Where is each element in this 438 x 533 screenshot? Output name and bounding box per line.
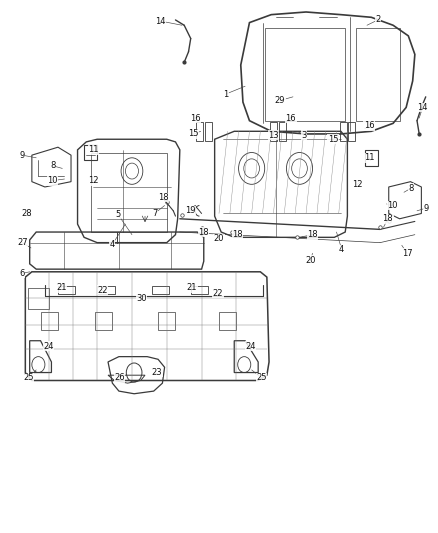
Text: 24: 24 bbox=[245, 342, 256, 351]
Text: 7: 7 bbox=[152, 209, 157, 218]
Text: 3: 3 bbox=[301, 131, 307, 140]
Text: 22: 22 bbox=[213, 288, 223, 297]
Text: 14: 14 bbox=[417, 103, 428, 112]
Bar bbox=[205, 122, 212, 141]
Text: 29: 29 bbox=[275, 96, 285, 105]
Text: 25: 25 bbox=[23, 373, 34, 382]
Text: 25: 25 bbox=[256, 373, 267, 382]
Text: 14: 14 bbox=[155, 17, 166, 26]
Text: 2: 2 bbox=[375, 15, 381, 25]
Text: 21: 21 bbox=[56, 283, 67, 292]
Bar bbox=[270, 122, 277, 141]
Text: 30: 30 bbox=[136, 294, 147, 303]
Text: 10: 10 bbox=[47, 176, 58, 185]
Text: 16: 16 bbox=[364, 122, 374, 131]
Text: 19: 19 bbox=[185, 206, 196, 215]
Text: 18: 18 bbox=[382, 214, 393, 223]
Text: 18: 18 bbox=[158, 193, 169, 202]
Text: 15: 15 bbox=[188, 130, 199, 139]
Text: 18: 18 bbox=[307, 230, 318, 239]
Text: 12: 12 bbox=[88, 176, 99, 185]
Text: 17: 17 bbox=[402, 249, 412, 258]
Text: 1: 1 bbox=[223, 90, 228, 99]
Text: 18: 18 bbox=[198, 228, 209, 237]
Text: 10: 10 bbox=[387, 201, 397, 210]
Text: 8: 8 bbox=[50, 161, 56, 170]
Bar bbox=[348, 122, 355, 141]
Text: 20: 20 bbox=[214, 235, 224, 244]
Text: 9: 9 bbox=[423, 204, 428, 213]
Text: 11: 11 bbox=[88, 146, 99, 155]
Text: 15: 15 bbox=[328, 135, 338, 144]
Text: 21: 21 bbox=[187, 283, 197, 292]
Text: 4: 4 bbox=[110, 240, 115, 249]
Text: 26: 26 bbox=[114, 373, 125, 382]
Text: 16: 16 bbox=[286, 114, 296, 123]
Text: 22: 22 bbox=[97, 286, 108, 295]
Text: 18: 18 bbox=[232, 230, 243, 239]
Bar bbox=[196, 122, 203, 141]
Text: 20: 20 bbox=[305, 256, 316, 265]
Text: 27: 27 bbox=[17, 238, 28, 247]
Text: 13: 13 bbox=[268, 131, 279, 140]
Text: 12: 12 bbox=[352, 180, 363, 189]
Bar bbox=[279, 122, 286, 141]
Text: 28: 28 bbox=[21, 209, 32, 218]
Text: 8: 8 bbox=[409, 183, 414, 192]
Text: 6: 6 bbox=[20, 269, 25, 278]
Text: 23: 23 bbox=[152, 368, 162, 377]
Bar bbox=[339, 122, 346, 141]
Text: 24: 24 bbox=[43, 342, 53, 351]
Text: 11: 11 bbox=[364, 154, 374, 163]
Text: 4: 4 bbox=[339, 245, 344, 254]
Text: 5: 5 bbox=[115, 210, 120, 219]
Text: 16: 16 bbox=[190, 114, 200, 123]
Text: 9: 9 bbox=[20, 151, 25, 160]
